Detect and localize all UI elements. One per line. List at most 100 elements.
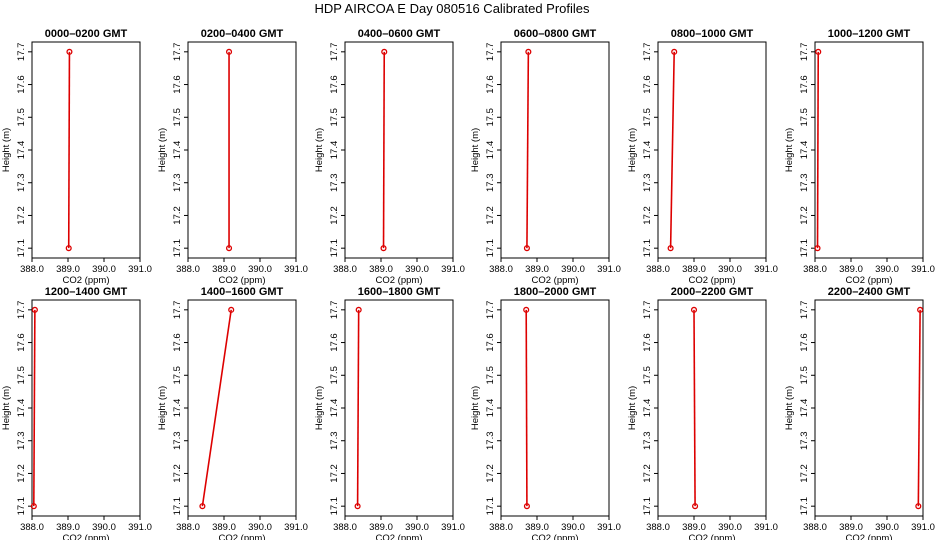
y-axis-label: Height (m) [157,128,168,172]
y-tick-label: 17.2 [172,206,183,225]
x-tick-label: 389.0 [839,522,863,533]
x-tick-label: 389.0 [525,264,549,275]
y-tick-label: 17.2 [799,206,810,225]
x-axis: 388.0 389.0 390.0 391.0 CO2 (ppm) [646,516,778,540]
y-tick-label: 17.7 [642,43,653,62]
plot-frame [500,299,610,517]
y-tick-label: 17.7 [485,301,496,320]
panel-title: 1200–1400 GMT [45,286,128,298]
y-tick-label: 17.7 [485,43,496,62]
y-tick-label: 17.4 [642,141,653,160]
panel-1: 0200–0400 GMT 388.0 389.0 390.0 391.0 CO2 (pp… [157,28,308,286]
y-axis-label: Height (m) [1,386,12,430]
y-tick-label: 17.1 [16,239,27,258]
y-axis-label: Height (m) [627,386,638,430]
y-tick-label: 17.2 [485,464,496,483]
panel-title: 0600–0800 GMT [514,28,597,40]
x-axis: 388.0 389.0 390.0 391.0 CO2 (ppm) [489,516,621,540]
x-tick-label: 390.0 [405,264,429,275]
panel-title: 1600–1800 GMT [358,286,441,298]
y-tick-label: 17.4 [329,399,340,418]
plot-frame [344,299,454,517]
y-tick-label: 17.6 [799,333,810,352]
profile-line [669,51,675,249]
x-tick-label: 391.0 [597,522,621,533]
panel-title: 0200–0400 GMT [201,28,284,40]
y-tick-label: 17.5 [172,366,183,385]
x-axis: 388.0 389.0 390.0 391.0 CO2 (ppm) [20,516,152,540]
x-axis-label: CO2 (ppm) [846,275,893,286]
x-tick-label: 388.0 [333,264,357,275]
plot-frame [31,299,141,517]
x-axis-label: CO2 (ppm) [219,275,266,286]
x-tick-label: 388.0 [333,522,357,533]
y-tick-label: 17.7 [16,301,27,320]
x-tick-label: 390.0 [875,522,899,533]
x-tick-label: 389.0 [56,522,80,533]
y-tick-label: 17.5 [329,366,340,385]
y-tick-label: 17.2 [172,464,183,483]
profile-point [671,48,678,55]
profile-point [199,503,206,510]
x-axis-label: CO2 (ppm) [376,533,423,540]
y-axis-label: Height (m) [627,128,638,172]
y-tick-label: 17.7 [172,43,183,62]
y-tick-label: 17.4 [799,141,810,160]
x-axis: 388.0 389.0 390.0 391.0 CO2 (ppm) [176,258,308,286]
x-tick-label: 390.0 [718,522,742,533]
x-tick-label: 389.0 [212,264,236,275]
panel-title: 0800–1000 GMT [671,28,754,40]
x-axis-label: CO2 (ppm) [376,275,423,286]
panel-6: 1200–1400 GMT 388.0 389.0 390.0 391.0 CO2 (pp… [1,286,152,540]
x-tick-label: 389.0 [682,264,706,275]
profile-point [65,245,72,252]
x-tick-label: 390.0 [92,264,116,275]
y-tick-label: 17.2 [16,206,27,225]
x-tick-label: 391.0 [441,522,465,533]
y-tick-label: 17.4 [16,399,27,418]
y-tick-label: 17.5 [799,108,810,127]
plot-frame [500,41,610,259]
y-tick-label: 17.4 [485,399,496,418]
y-tick-label: 17.6 [485,75,496,94]
y-tick-label: 17.1 [485,239,496,258]
profile-point [228,306,235,313]
profile-point [915,503,922,510]
y-tick-label: 17.5 [16,366,27,385]
y-axis-label: Height (m) [157,386,168,430]
plot-frame [187,299,297,517]
y-tick-label: 17.6 [485,333,496,352]
y-tick-label: 17.6 [329,333,340,352]
x-tick-label: 390.0 [248,522,272,533]
x-axis: 388.0 389.0 390.0 391.0 CO2 (ppm) [333,516,465,540]
x-tick-label: 389.0 [212,522,236,533]
x-axis: 388.0 389.0 390.0 391.0 CO2 (ppm) [333,258,465,286]
y-tick-label: 17.3 [172,431,183,450]
profile-line [693,309,696,507]
y-tick-label: 17.1 [172,497,183,516]
x-tick-label: 389.0 [525,522,549,533]
x-tick-label: 390.0 [405,522,429,533]
x-tick-label: 391.0 [911,264,935,275]
y-tick-label: 17.4 [329,141,340,160]
x-axis-label: CO2 (ppm) [63,533,110,540]
y-tick-label: 17.1 [642,497,653,516]
panel-9: 1800–2000 GMT 388.0 389.0 390.0 391.0 CO2 (pp… [470,286,621,540]
x-axis: 388.0 389.0 390.0 391.0 CO2 (ppm) [20,258,152,286]
y-tick-label: 17.6 [642,75,653,94]
y-tick-label: 17.3 [642,431,653,450]
profile-point [355,306,362,313]
y-axis: 17.1 17.2 17.3 17.4 17.5 17.6 17.7 Height (m) [157,43,188,257]
profile-point [66,48,73,55]
x-tick-label: 389.0 [839,264,863,275]
panel-11: 2200–2400 GMT 388.0 389.0 390.0 391.0 CO2 (pp… [784,286,935,540]
y-tick-label: 17.6 [16,75,27,94]
profile-point [523,245,530,252]
profile-point [381,48,388,55]
y-tick-label: 17.1 [16,497,27,516]
figure-title: HDP AIRCOA E Day 080516 Calibrated Profi… [314,1,590,16]
profile-line [67,51,71,249]
y-axis: 17.1 17.2 17.3 17.4 17.5 17.6 17.7 Height (m) [1,301,32,516]
x-tick-label: 390.0 [718,264,742,275]
x-tick-label: 390.0 [875,264,899,275]
